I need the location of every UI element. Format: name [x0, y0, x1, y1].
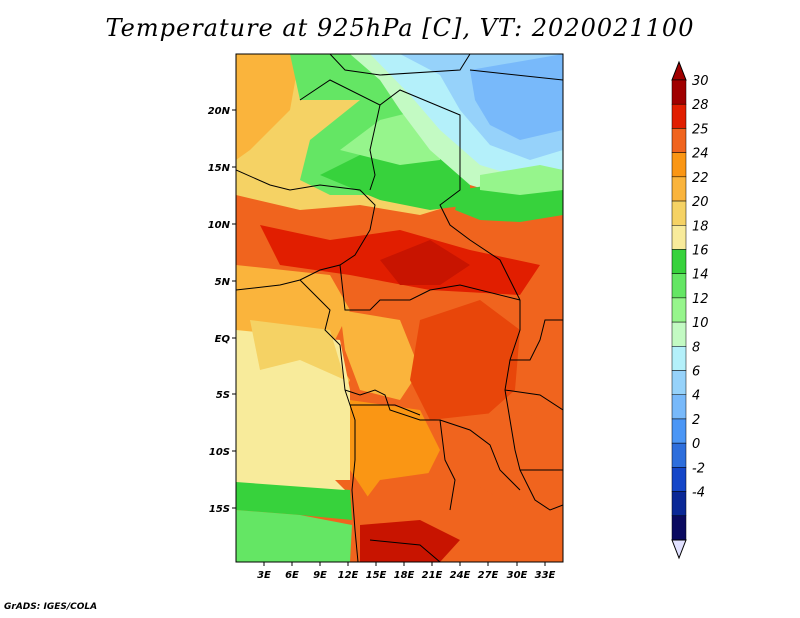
lat-label: 10S: [209, 447, 230, 458]
colorbar-label: 6: [692, 365, 700, 380]
colorbar-swatch: [671, 273, 687, 299]
colorbar-swatch: [671, 370, 687, 395]
lon-label: 18E: [394, 570, 415, 581]
lon-label: 27E: [478, 570, 499, 581]
lon-label: 30E: [507, 570, 528, 581]
colorbar-swatch: [671, 249, 687, 274]
colorbar-swatch: [671, 321, 687, 347]
colorbar-label: 28: [692, 98, 709, 113]
colorbar-label: -4: [692, 486, 705, 501]
country-borders: [236, 54, 563, 562]
lon-axis: 3E 6E 9E 12E 15E 18E 21E 24E 27E 30E 33E: [257, 562, 556, 581]
lon-label: 9E: [313, 570, 327, 581]
colorbar-swatch: [671, 200, 687, 226]
lon-label: 12E: [338, 570, 359, 581]
colorbar-swatch: [671, 297, 687, 323]
colorbar-label: 20: [692, 195, 709, 210]
colorbar-swatch: [671, 128, 687, 153]
lat-label: EQ: [215, 334, 231, 345]
colorbar-label: 24: [692, 147, 709, 162]
lon-label: 21E: [422, 570, 443, 581]
lat-label: 5N: [215, 277, 231, 288]
colorbar-top-arrow: [671, 60, 687, 81]
colorbar-label: 18: [692, 219, 709, 234]
colorbar-label: -2: [692, 461, 705, 476]
colorbar-swatch: [671, 515, 687, 541]
colorbar-label: 30: [692, 74, 709, 89]
colorbar-swatch: [671, 346, 687, 371]
lon-label: 15E: [366, 570, 387, 581]
lon-label: 24E: [450, 570, 471, 581]
lat-label: 5S: [216, 390, 230, 401]
lat-label: 15S: [209, 504, 230, 515]
colorbar-swatch: [671, 79, 687, 105]
map-title: Temperature at 925hPa [C], VT: 202002110…: [105, 14, 695, 42]
lat-axis: 20N 15N 10N 5N EQ 5S 10S 15S: [208, 106, 236, 515]
colorbar-swatch: [671, 152, 687, 178]
colorbar-label: 14: [692, 268, 709, 283]
colorbar-label: 8: [692, 340, 700, 355]
temperature-field: [236, 54, 563, 562]
colorbar-swatch: [671, 176, 687, 202]
map-frame: [235, 53, 564, 563]
colorbar-swatch: [671, 491, 687, 517]
colorbar-swatch: [671, 467, 687, 492]
colorbar-bottom-arrow: [671, 539, 687, 560]
colorbar-swatch: [671, 442, 687, 468]
lon-label: 6E: [285, 570, 299, 581]
colorbar-label: 2: [692, 413, 700, 428]
lat-label: 15N: [208, 163, 231, 174]
lat-label: 10N: [208, 220, 231, 231]
colorbar-label: 25: [692, 122, 709, 137]
colorbar-swatch: [671, 103, 687, 129]
colorbar-swatch: [671, 394, 687, 420]
colorbar-label: 16: [692, 243, 709, 258]
colorbar-label: 0: [692, 437, 700, 452]
colorbar-label: 22: [692, 171, 709, 186]
colorbar-label: 4: [692, 389, 700, 404]
lat-label: 20N: [208, 106, 231, 117]
lon-label: 3E: [257, 570, 271, 581]
grads-credit: GrADS: IGES/COLA: [4, 602, 98, 612]
colorbar-swatch: [671, 418, 687, 444]
lon-label: 33E: [535, 570, 556, 581]
colorbar-label: 12: [692, 292, 709, 307]
colorbar-swatch: [671, 225, 687, 250]
colorbar-label: 10: [692, 316, 709, 331]
